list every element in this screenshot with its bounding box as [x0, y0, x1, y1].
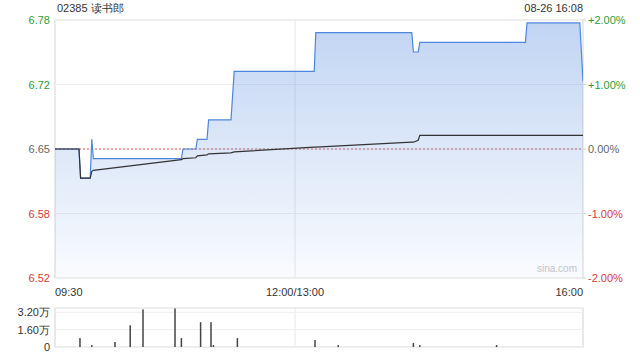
x-tick-label: 16:00	[555, 286, 583, 298]
volume-bar	[237, 338, 239, 347]
average-line	[55, 135, 583, 178]
volume-bar	[174, 308, 176, 347]
volume-bar	[210, 322, 212, 347]
volume-bar	[79, 338, 81, 347]
volume-bar	[496, 345, 498, 347]
volume-frame	[55, 308, 583, 347]
volume-bar	[91, 345, 93, 347]
y2-tick-label: -1.00%	[588, 208, 623, 220]
volume-bar	[213, 345, 215, 347]
price-area	[55, 23, 583, 278]
subtitle: 08-26 16:08	[524, 2, 583, 14]
chart: 02385 读书郎 08-26 16:08 6.78 6.72 6.65 6.58 6.52…	[0, 0, 640, 360]
grid-line	[55, 329, 583, 330]
price-line	[55, 23, 583, 178]
y-tick-label: 6.72	[29, 79, 50, 91]
volume-tick-label: 3.20万	[18, 306, 50, 318]
y-tick-label: 6.65	[29, 143, 50, 155]
grid-line	[55, 347, 583, 348]
grid-line	[295, 308, 296, 347]
volume-bar	[337, 345, 339, 347]
x-tick-label: 09:30	[55, 286, 83, 298]
y2-tick-label: +1.00%	[588, 79, 626, 91]
y2-tick-label: 0.00%	[588, 143, 619, 155]
y-tick-label: 6.78	[29, 14, 50, 26]
volume-bar	[142, 309, 144, 347]
y-tick-label: 6.58	[29, 208, 50, 220]
volume-bar	[419, 345, 421, 347]
grid-line	[55, 20, 583, 21]
y2-tick-label: -2.00%	[588, 272, 623, 284]
volume-bar	[314, 340, 316, 347]
x-tick-label: 12:00/13:00	[266, 286, 324, 298]
grid-line	[55, 312, 583, 313]
volume-bar	[129, 325, 131, 347]
volume-bar	[200, 322, 202, 347]
volume-bar	[114, 342, 116, 347]
volume-tick-label: 0	[44, 341, 50, 353]
volume-area	[79, 308, 497, 347]
volume-tick-label: 1.60万	[18, 324, 50, 336]
y-tick-label: 6.52	[29, 272, 50, 284]
y2-tick-label: +2.00%	[588, 14, 626, 26]
title: 02385 读书郎	[57, 2, 124, 14]
volume-bar	[413, 343, 415, 347]
volume-bar	[181, 338, 183, 347]
plot-frame	[55, 20, 583, 278]
plot-area	[55, 23, 583, 278]
